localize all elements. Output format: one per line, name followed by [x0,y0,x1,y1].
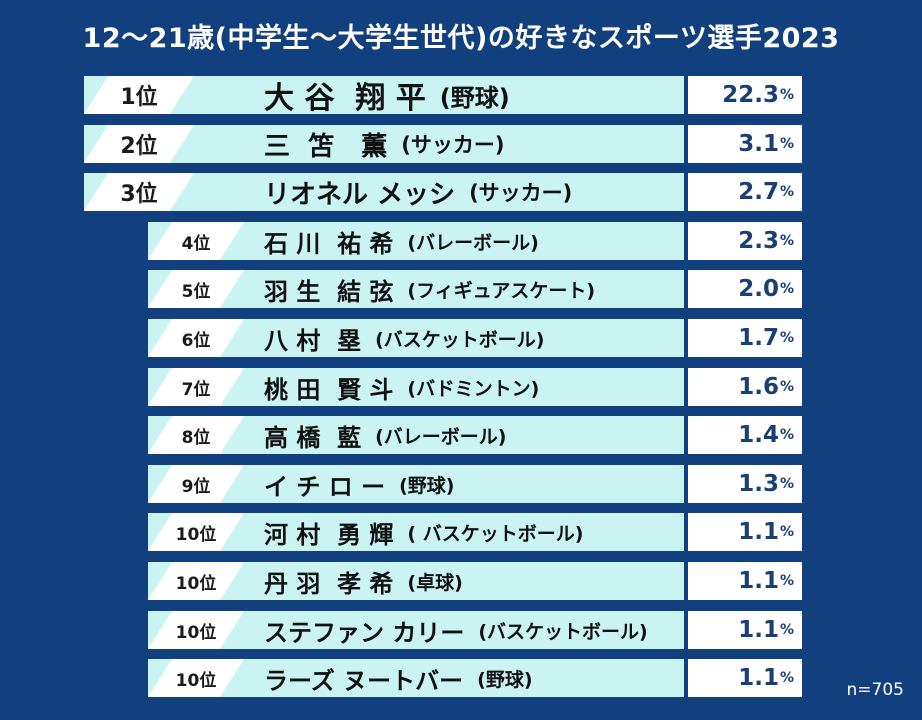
player-cell: 石 川 祐 希 (バレーボール) [264,222,539,260]
player-sport: (野球) [439,83,510,112]
percent-unit: % [779,184,794,200]
player-name: リオネル メッシ [264,179,456,210]
percent-number: 2.7 [738,179,779,205]
percent-value: 1.1% [688,659,802,697]
player-sport: (フィギュアスケート) [407,279,596,302]
percent-unit: % [779,330,794,346]
ranking-row: 10位河 村 勇 輝( バスケットボール) 1.1% [148,513,802,551]
percent-unit: % [779,233,794,249]
ranking-row: 10位丹 羽 孝 希 (卓球) 1.1% [148,562,802,600]
player-name: 羽 生 結 弦 [264,277,394,306]
percent-unit: % [779,427,794,443]
player-cell: 大 谷 翔 平 (野球) [264,76,510,116]
ranking-row: 7位桃 田 賢 斗 (バドミントン) 1.6% [148,368,802,406]
percent-number: 1.1 [738,617,779,643]
player-cell: 羽 生 結 弦 (フィギュアスケート) [264,270,595,308]
player-cell: ステファン カリー (バスケットボール) [264,611,648,649]
percent-number: 1.1 [738,665,779,691]
player-name: 桃 田 賢 斗 [264,375,394,404]
player-name: 三 笘 薫 [264,131,388,162]
ranking-row: 6位八 村 塁 (バスケットボール) 1.7% [148,319,802,357]
percent-number: 1.1 [738,568,779,594]
percent-value: 2.3% [688,222,802,260]
player-sport: (野球) [477,668,533,691]
percent-number: 1.6 [738,374,779,400]
player-name: 丹 羽 孝 希 [264,569,394,598]
ranking-row: 10位 ラーズ ヌートバー (野球) 1.1% [148,659,802,697]
player-sport: (野球) [399,474,455,497]
sample-size-note: n=705 [846,680,904,700]
player-name: ラーズ ヌートバー [264,666,464,695]
percent-value: 1.4% [688,416,802,454]
percent-value: 1.1% [688,513,802,551]
percent-value: 1.1% [688,611,802,649]
player-cell: 河 村 勇 輝 ( バスケットボール) [264,513,583,551]
player-cell: 八 村 塁 (バスケットボール) [264,319,544,357]
ranking-row: 1位大 谷 翔 平 (野球) 22.3% [84,76,802,116]
percent-number: 22.3 [722,82,779,108]
percent-unit: % [779,379,794,395]
ranking-row: 5位羽 生 結 弦 (フィギュアスケート) 2.0% [148,270,802,308]
player-cell: 丹 羽 孝 希 (卓球) [264,562,463,600]
player-name: 河 村 勇 輝 [264,520,394,549]
ranking-row: 2位三 笘 薫 (サッカー) 3.1% [84,125,802,163]
player-cell: リオネル メッシ (サッカー) [264,173,572,211]
player-sport: ( バスケットボール) [407,522,584,545]
percent-unit: % [779,281,794,297]
player-sport: (バスケットボール) [478,620,648,643]
player-name: 八 村 塁 [264,326,362,355]
player-sport: (サッカー) [469,181,573,205]
player-sport: (バレーボール) [407,231,539,254]
percent-number: 2.3 [738,228,779,254]
player-sport: (バドミントン) [407,377,540,400]
percent-value: 1.6% [688,368,802,406]
ranking-row: 9位イ チ ロ ー (野球) 1.3% [148,465,802,503]
percent-number: 2.0 [738,276,779,302]
percent-value: 22.3% [688,76,802,114]
percent-unit: % [779,476,794,492]
player-name: 石 川 祐 希 [264,229,394,258]
ranking-row: 4位石 川 祐 希 (バレーボール) 2.3% [148,222,802,260]
percent-number: 1.1 [738,519,779,545]
percent-unit: % [779,573,794,589]
player-name: イ チ ロ ー [264,472,386,501]
player-sport: (バスケットボール) [375,328,545,351]
ranking-row: 10位 ステファン カリー (バスケットボール) 1.1% [148,611,802,649]
percent-unit: % [779,87,794,103]
player-sport: (バレーボール) [375,425,507,448]
percent-value: 3.1% [688,125,802,163]
percent-value: 2.0% [688,270,802,308]
chart-title: 12～21歳(中学生～大学生世代)の好きなスポーツ選手2023 [82,23,840,54]
player-cell: 三 笘 薫 (サッカー) [264,125,504,163]
percent-value: 2.7% [688,173,802,211]
percent-number: 3.1 [738,131,779,157]
percent-unit: % [779,136,794,152]
percent-value: 1.1% [688,562,802,600]
percent-unit: % [779,670,794,686]
player-sport: (卓球) [407,571,463,594]
player-cell: 高 橋 藍 (バレーボール) [264,416,506,454]
ranking-row: 3位 リオネル メッシ (サッカー) 2.7% [84,173,802,211]
percent-value: 1.7% [688,319,802,357]
player-cell: 桃 田 賢 斗 (バドミントン) [264,368,539,406]
percent-unit: % [779,622,794,638]
player-name: 大 谷 翔 平 [264,81,426,116]
player-cell: ラーズ ヌートバー (野球) [264,659,533,697]
percent-unit: % [779,524,794,540]
percent-number: 1.7 [738,325,779,351]
percent-number: 1.3 [738,471,779,497]
percent-number: 1.4 [738,422,779,448]
player-name: ステファン カリー [264,618,465,647]
player-cell: イ チ ロ ー (野球) [264,465,454,503]
ranking-row: 8位高 橋 藍 (バレーボール) 1.4% [148,416,802,454]
player-name: 高 橋 藍 [264,423,362,452]
player-sport: (サッカー) [401,133,505,157]
percent-value: 1.3% [688,465,802,503]
